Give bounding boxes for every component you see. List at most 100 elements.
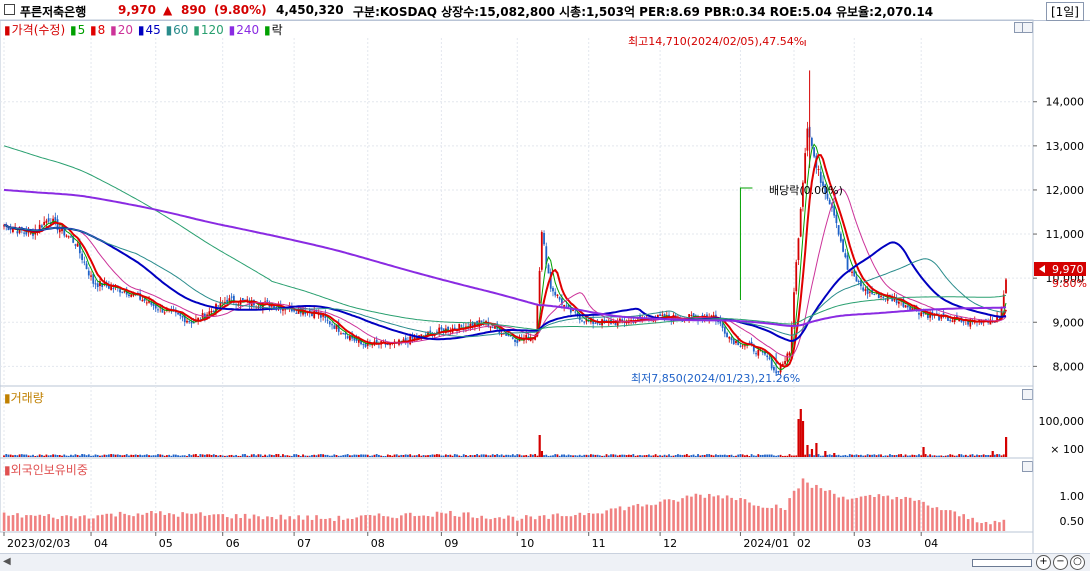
volume-bar — [708, 454, 711, 457]
candle-body — [766, 355, 769, 358]
scroll-left-icon[interactable]: ◀ — [3, 556, 11, 567]
volume-bar — [897, 454, 900, 457]
legend-price[interactable]: 가격(수정) — [11, 23, 66, 37]
volume-bar — [460, 455, 463, 457]
foreign-bar — [96, 515, 100, 531]
candle-body — [723, 327, 726, 334]
volume-bar — [770, 454, 773, 457]
candle-body — [331, 324, 333, 326]
volume-bar — [634, 455, 637, 457]
volume-bar — [413, 455, 416, 457]
foreign-bar — [87, 518, 91, 531]
volume-spike — [806, 445, 809, 457]
select-checkbox[interactable] — [4, 4, 15, 15]
volume-bar — [485, 454, 487, 457]
foreign-bar — [507, 515, 510, 531]
candle-body — [90, 275, 92, 277]
volume-bar — [534, 454, 537, 457]
scrollbar[interactable]: ◀ + − ○ — [0, 553, 1090, 571]
volume-bar — [402, 454, 405, 457]
candle-body — [103, 282, 106, 285]
volume-bar — [645, 455, 648, 457]
foreign-bar — [69, 516, 73, 531]
volume-bar — [862, 455, 865, 457]
volume-bar — [277, 454, 280, 457]
candle-body — [563, 304, 566, 307]
volume-bar — [268, 454, 271, 457]
candle-body — [866, 287, 869, 294]
last-pct-label: 9.80% — [1052, 277, 1087, 290]
volume-bar — [47, 455, 50, 457]
stock-name: 푸른저축은행 — [20, 5, 87, 19]
volume-bar — [949, 454, 952, 457]
volume-bar — [279, 455, 282, 457]
foreign-tick-label: 1.00 — [1060, 490, 1085, 503]
candle-body — [440, 327, 443, 330]
volume-bar — [985, 455, 987, 457]
foreign-bar — [395, 518, 399, 531]
volume-bar — [148, 455, 150, 457]
candle-body — [264, 301, 267, 303]
volume-bar — [902, 455, 905, 457]
x-tick-label: 06 — [226, 537, 240, 550]
candle-body — [947, 316, 949, 321]
legend-ma8[interactable]: 8 — [97, 23, 106, 37]
period-selector[interactable]: [1일] — [1045, 2, 1084, 21]
volume-bar — [935, 455, 938, 457]
legend-ma45[interactable]: 45 — [145, 23, 161, 37]
volume-bar — [947, 455, 949, 457]
volume-bar — [650, 455, 653, 457]
candle-body — [909, 306, 911, 311]
volume-bar — [714, 454, 717, 457]
scroll-thumb[interactable] — [972, 559, 1032, 567]
foreign-bar — [127, 515, 131, 531]
volume-bar — [496, 454, 499, 457]
foreign-bar — [667, 499, 671, 531]
foreign-bar — [301, 519, 305, 531]
volume-bar — [478, 455, 481, 457]
zoom-in-icon[interactable]: + — [1036, 555, 1051, 570]
volume-bar — [186, 455, 188, 457]
volume-bar — [284, 455, 287, 457]
foreign-bar — [734, 500, 738, 531]
last-price-tag — [1034, 262, 1086, 276]
volume-bar — [90, 455, 92, 457]
legend-ma20[interactable]: 20 — [117, 23, 134, 37]
volume-bar — [728, 455, 731, 457]
candle-body — [349, 335, 351, 341]
candle-body — [110, 286, 113, 290]
volume-bar — [828, 454, 831, 457]
candle-body — [14, 228, 17, 230]
candle-body — [183, 315, 186, 323]
candle-body — [543, 233, 545, 245]
volume-bar — [866, 454, 869, 457]
candle-body — [779, 365, 782, 373]
volume-bar — [565, 455, 568, 457]
legend-ma120[interactable]: 120 — [200, 23, 224, 37]
candle-body — [549, 272, 552, 289]
volume-bar — [239, 455, 242, 457]
legend-ma60[interactable]: 60 — [173, 23, 189, 37]
zoom-out-icon[interactable]: − — [1053, 555, 1068, 570]
candle-body — [181, 315, 184, 318]
volume-bar — [574, 455, 577, 457]
volume-bar — [846, 455, 849, 457]
legend-ma5[interactable]: 5 — [77, 23, 86, 37]
volume-bar — [179, 455, 182, 457]
candle-body — [656, 314, 659, 319]
candle-body — [132, 293, 135, 296]
volume-bar — [70, 454, 72, 457]
zoom-reset-icon[interactable]: ○ — [1070, 555, 1085, 570]
legend-ma240[interactable]: 240 — [236, 23, 260, 37]
volume-bar — [145, 454, 148, 457]
candle-body — [284, 309, 287, 311]
volume-bar — [808, 454, 811, 457]
candle-body — [81, 253, 84, 260]
volume-spike — [810, 449, 814, 457]
legend-dividend[interactable]: 락 — [271, 23, 283, 37]
moving-averages — [3, 143, 1007, 371]
volume-bar — [817, 454, 820, 457]
last-price-arrow-icon — [1039, 265, 1045, 273]
volume-bar — [795, 455, 798, 457]
